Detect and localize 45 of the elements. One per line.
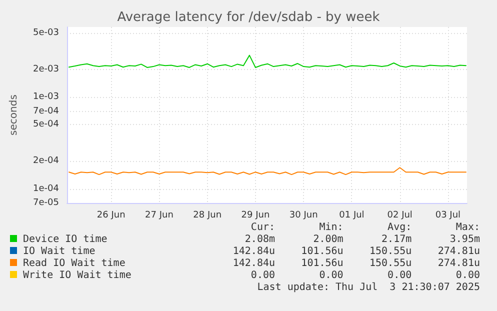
text: 150.55u: [368, 246, 412, 258]
y-tick-label: 1e-03: [33, 92, 59, 102]
y-tick-label: 1e-04: [33, 184, 60, 194]
y-tick-label: 2e-04: [33, 156, 60, 166]
x-tick-label: 02 Jul: [387, 210, 412, 220]
x-tick-label: 29 Jun: [241, 210, 270, 220]
text: Min:: [318, 222, 344, 234]
text: 274.81u: [436, 246, 480, 258]
text: 101.56u: [300, 246, 344, 258]
text: 0.00: [386, 270, 412, 282]
x-tick-label: 01 Jul: [339, 210, 364, 220]
y-tick-label: 5e-04: [33, 120, 60, 130]
y-tick-label: 7e-05: [33, 198, 59, 208]
text: 3.95m: [448, 234, 480, 246]
text: Max:: [454, 222, 480, 234]
text: Avg:: [386, 222, 412, 234]
text: 2.08m: [244, 234, 276, 246]
x-tick-label: 28 Jun: [193, 210, 222, 220]
legend-label: Device IO time: [22, 234, 108, 246]
legend-label: Read IO Wait time: [22, 258, 126, 270]
text: 101.56u: [300, 258, 344, 270]
legend-label: Write IO Wait time: [22, 270, 132, 282]
text: 0.00: [250, 270, 276, 282]
text: Last update: Thu Jul 3 21:30:07 2025: [256, 282, 480, 294]
legend-label: IO Wait time: [22, 246, 96, 258]
text: 274.81u: [436, 258, 480, 270]
text: 2.17m: [380, 234, 412, 246]
y-tick-label: 2e-03: [33, 64, 59, 74]
y-tick-label: 5e-03: [33, 28, 59, 38]
x-tick-label: 27 Jun: [145, 210, 174, 220]
text: 0.00: [454, 270, 480, 282]
line-series: [68, 167, 466, 176]
text: 0.00: [318, 270, 344, 282]
text: 150.55u: [368, 258, 412, 270]
y-tick-label: 7e-04: [33, 106, 60, 116]
y-axis-title: seconds: [8, 94, 20, 136]
text: 2.00m: [312, 234, 344, 246]
chart-title: Average latency for /dev/sdab - by week: [117, 10, 380, 25]
x-tick-label: 26 Jun: [96, 210, 126, 220]
x-tick-label: 30 Jun: [289, 210, 318, 220]
x-tick-label: 03 Jul: [435, 210, 461, 220]
text: 142.84u: [232, 258, 276, 270]
text: 142.84u: [232, 246, 276, 258]
text: Cur:: [250, 222, 276, 234]
line-series: [68, 54, 466, 68]
